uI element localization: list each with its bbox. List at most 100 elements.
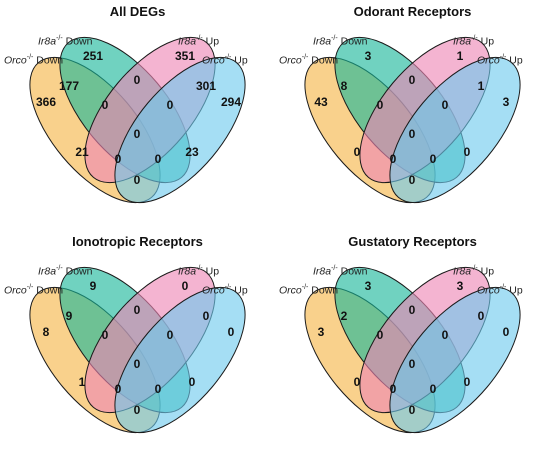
region-count: 0 (115, 382, 122, 396)
region-count: 0 (442, 328, 449, 342)
set-label: Ir8a-/- Down (313, 265, 367, 278)
region-count: 301 (196, 79, 216, 93)
set-label: Ir8a-/- Up (178, 35, 219, 48)
region-count: 8 (341, 79, 348, 93)
venn-panel: Ionotropic Receptors 8 9 0 0 9 0 1 0 0 0 0 0 0 0 0 Orco-… (0, 230, 275, 460)
region-count: 251 (83, 49, 103, 63)
set-label: Ir8a-/- Down (38, 265, 92, 278)
set-ellipse (389, 286, 521, 434)
direction-label: Down (308, 284, 339, 297)
set-ellipse (114, 286, 246, 434)
genotype-superscript: -/- (26, 284, 34, 291)
set-label: Ir8a-/- Up (453, 35, 494, 48)
gene-name: Orco (279, 284, 302, 297)
region-count: 0 (102, 98, 109, 112)
region-count: 0 (377, 98, 384, 112)
region-count: 0 (134, 127, 141, 141)
set-label: Orco-/- Up (202, 54, 248, 67)
region-count: 9 (90, 279, 97, 293)
region-count: 8 (43, 325, 50, 339)
venn-panel: Gustatory Receptors 3 3 3 0 2 0 0 0 0 0 0 0 0 0 0 Orco-/… (275, 230, 550, 460)
gene-name: Orco (477, 54, 500, 67)
region-count: 0 (189, 375, 196, 389)
set-label: Orco-/- Down (4, 284, 63, 297)
set-label: Orco-/- Up (477, 284, 523, 297)
gene-name: Ir8a (38, 265, 57, 278)
genotype-superscript: -/- (56, 265, 63, 272)
direction-label: Up (231, 54, 248, 67)
region-count: 0 (182, 279, 189, 293)
region-count: 0 (464, 145, 471, 159)
gene-name: Ir8a (178, 265, 197, 278)
genotype-superscript: -/- (301, 284, 309, 291)
region-count: 0 (430, 382, 437, 396)
region-count: 43 (314, 95, 328, 109)
panel-title: All DEGs (109, 4, 166, 19)
region-count: 351 (175, 49, 195, 63)
genotype-superscript: -/- (499, 54, 507, 61)
region-count: 0 (442, 98, 449, 112)
set-label: Ir8a-/- Up (453, 265, 494, 278)
direction-label: Up (477, 265, 495, 278)
direction-label: Up (202, 35, 220, 48)
direction-label: Up (477, 35, 495, 48)
genotype-superscript: -/- (471, 35, 478, 42)
region-count: 0 (430, 152, 437, 166)
region-count: 3 (365, 279, 372, 293)
direction-label: Down (308, 54, 339, 67)
direction-label: Down (62, 265, 93, 278)
gene-name: Orco (4, 54, 27, 67)
region-count: 0 (409, 403, 416, 417)
direction-label: Up (506, 284, 523, 297)
region-count: 0 (115, 152, 122, 166)
region-count: 1 (478, 79, 485, 93)
direction-label: Up (231, 284, 248, 297)
gene-name: Orco (202, 284, 225, 297)
direction-label: Up (506, 54, 523, 67)
set-label: Ir8a-/- Up (178, 265, 219, 278)
genotype-superscript: -/- (196, 265, 203, 272)
set-label: Orco-/- Down (279, 284, 338, 297)
direction-label: Down (33, 54, 64, 67)
set-label: Orco-/- Up (202, 284, 248, 297)
gene-name: Ir8a (313, 265, 332, 278)
region-count: 3 (318, 325, 325, 339)
genotype-superscript: -/- (499, 284, 507, 291)
region-count: 0 (390, 152, 397, 166)
set-label: Orco-/- Up (477, 54, 523, 67)
region-count: 177 (59, 79, 79, 93)
gene-name: Ir8a (453, 265, 472, 278)
region-count: 2 (341, 309, 348, 323)
region-count: 0 (409, 127, 416, 141)
region-count: 0 (503, 325, 510, 339)
set-ellipse (114, 56, 246, 204)
genotype-superscript: -/- (331, 35, 338, 42)
genotype-superscript: -/- (331, 265, 338, 272)
genotype-superscript: -/- (196, 35, 203, 42)
gene-name: Ir8a (453, 35, 472, 48)
region-count: 0 (354, 375, 361, 389)
region-count: 23 (185, 145, 199, 159)
gene-name: Orco (477, 284, 500, 297)
region-count: 0 (409, 73, 416, 87)
set-ellipse (389, 56, 521, 204)
region-count: 0 (134, 403, 141, 417)
direction-label: Down (337, 265, 368, 278)
venn-panel: All DEGs 366 251 351 294 177 301 21 23 0 0 0 0 0 0 0 Orc… (0, 0, 275, 230)
set-label: Orco-/- Down (279, 54, 338, 67)
panel-title: Gustatory Receptors (348, 234, 477, 249)
direction-label: Down (337, 35, 368, 48)
region-count: 0 (134, 73, 141, 87)
set-label: Ir8a-/- Down (313, 35, 367, 48)
region-count: 0 (134, 173, 141, 187)
region-count: 0 (409, 173, 416, 187)
region-count: 21 (75, 145, 89, 159)
genotype-superscript: -/- (224, 54, 232, 61)
region-count: 3 (457, 279, 464, 293)
panel-title: Odorant Receptors (353, 4, 472, 19)
genotype-superscript: -/- (471, 265, 478, 272)
